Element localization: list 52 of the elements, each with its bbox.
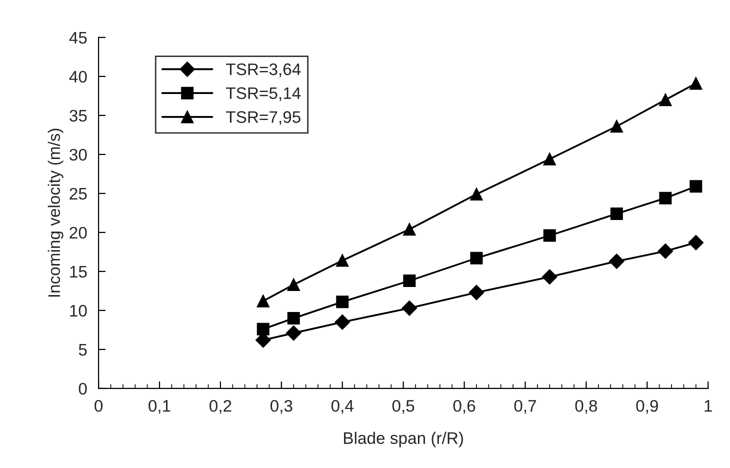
point	[287, 312, 300, 324]
x-tick-label: 0,3	[270, 400, 292, 414]
point	[543, 152, 556, 166]
y-tick-label: 0	[78, 382, 87, 395]
point	[470, 252, 483, 264]
point	[659, 192, 672, 204]
point	[470, 188, 483, 200]
x-tick-label: 0,9	[636, 400, 658, 414]
x-tick-label: 0	[94, 400, 103, 412]
x-tick-label: 0,6	[453, 400, 476, 414]
point	[256, 322, 270, 336]
x-tick-label: 1	[704, 400, 712, 412]
legend-label: TSR=3,64	[226, 63, 301, 78]
x-tick-label: 0,4	[331, 400, 354, 414]
y-tick-label: 5	[78, 344, 87, 356]
point	[403, 223, 416, 236]
point	[403, 274, 416, 288]
x-axis-title: Blade span (r/R)	[344, 432, 463, 448]
point	[334, 314, 350, 330]
x-tick-label: 0,5	[392, 400, 414, 414]
x-tick-label: 0,8	[575, 400, 598, 414]
y-tick-label: 35	[70, 110, 87, 122]
point	[658, 244, 673, 259]
x-tick-label: 0,2	[210, 400, 232, 414]
point	[256, 294, 270, 308]
point	[659, 94, 672, 106]
y-tick-label: 30	[70, 148, 87, 161]
point	[610, 120, 623, 133]
y-tick-label: 10	[70, 304, 87, 317]
point	[609, 254, 624, 269]
legend-label: TSR=7,95	[226, 111, 300, 125]
x-tick-label: 0,7	[514, 400, 536, 414]
point	[336, 296, 349, 308]
legend-label: TSR=5,14	[226, 87, 301, 102]
point	[688, 235, 704, 250]
x-tick-label: 0,1	[148, 400, 170, 414]
point	[690, 77, 702, 90]
point	[336, 254, 349, 267]
point	[543, 229, 556, 242]
point	[690, 180, 702, 193]
point	[287, 278, 300, 291]
point	[286, 325, 302, 341]
point	[610, 207, 623, 220]
point	[468, 284, 484, 300]
y-axis-title: Incoming velocity (m/s)	[48, 128, 64, 297]
y-tick-label: 15	[70, 266, 87, 278]
y-tick-label: 40	[69, 70, 87, 83]
y-tick-label: 25	[70, 188, 87, 200]
point	[402, 300, 417, 316]
y-tick-label: 20	[70, 226, 87, 239]
y-tick-label: 45	[69, 32, 87, 44]
point	[542, 269, 558, 284]
